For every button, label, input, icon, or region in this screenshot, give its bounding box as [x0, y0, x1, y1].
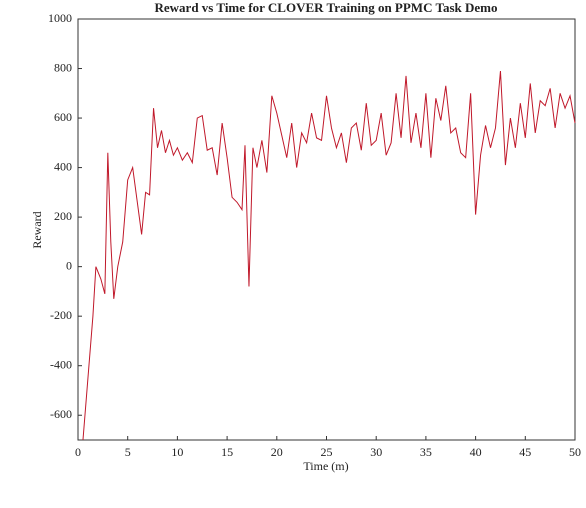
y-tick-label: -600	[50, 407, 72, 421]
y-tick-label: 1000	[48, 11, 72, 25]
y-tick-label: 600	[54, 110, 72, 124]
x-tick-label: 40	[470, 445, 482, 459]
x-tick-label: 5	[125, 445, 131, 459]
y-tick-label: 0	[66, 258, 72, 272]
y-tick-label: 200	[54, 209, 72, 223]
plot-frame	[77, 18, 576, 441]
x-tick-label: 30	[370, 445, 382, 459]
x-tick-label: 50	[569, 445, 581, 459]
x-tick-label: 15	[221, 445, 233, 459]
y-tick-label: -400	[50, 357, 72, 371]
y-tick-label: 800	[54, 60, 72, 74]
reward-line	[82, 70, 576, 441]
x-tick-label: 10	[171, 445, 183, 459]
x-tick-label: 20	[271, 445, 283, 459]
chart-title: Reward vs Time for CLOVER Training on PP…	[155, 0, 498, 15]
x-tick-label: 25	[321, 445, 333, 459]
y-axis-label: Reward	[30, 211, 44, 248]
x-tick-label: 0	[75, 445, 81, 459]
x-tick-label: 45	[519, 445, 531, 459]
y-tick-label: -200	[50, 308, 72, 322]
y-tick-label: 400	[54, 159, 72, 173]
x-tick-label: 35	[420, 445, 432, 459]
x-axis-label: Time (m)	[303, 459, 348, 473]
